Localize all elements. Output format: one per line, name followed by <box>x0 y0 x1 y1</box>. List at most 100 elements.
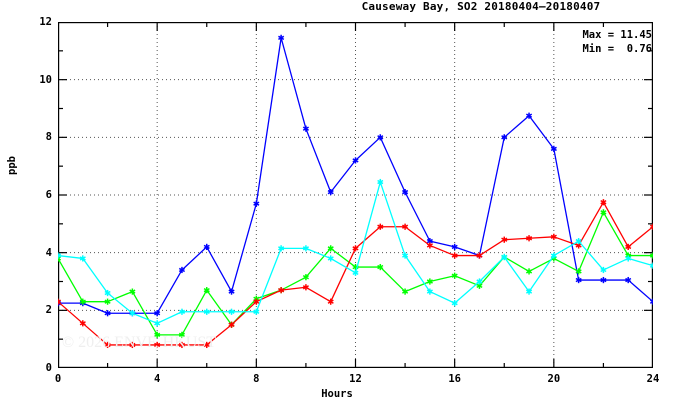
data-point-marker <box>525 268 533 275</box>
data-point-marker <box>79 320 86 327</box>
data-point-marker <box>352 157 359 164</box>
y-tick-label: 10 <box>39 73 52 86</box>
data-point-marker <box>203 243 210 250</box>
data-point-marker <box>575 268 582 275</box>
data-point-marker <box>278 287 285 294</box>
data-point-marker <box>426 288 433 295</box>
plot-area <box>58 22 653 368</box>
series-20180407 <box>58 178 653 327</box>
data-point-marker <box>501 236 508 243</box>
data-point-marker <box>575 276 582 284</box>
data-point-marker <box>550 145 557 152</box>
data-point-marker <box>525 288 533 295</box>
data-point-marker <box>327 189 334 196</box>
data-point-marker <box>178 341 186 349</box>
data-point-marker <box>402 252 409 259</box>
max-label: Max = 11.45 <box>582 29 652 41</box>
data-point-marker <box>476 252 483 259</box>
data-point-marker <box>575 238 582 245</box>
data-point-marker <box>278 245 285 252</box>
y-tick-label: 6 <box>45 189 52 201</box>
data-point-marker <box>104 341 111 349</box>
x-axis-tick-labels: 0 4 8 12 16 20 24 <box>54 373 659 389</box>
data-point-marker <box>451 243 458 250</box>
x-axis-label: Hours <box>321 388 353 400</box>
y-tick-label: 8 <box>45 131 52 144</box>
data-point-marker <box>327 298 334 305</box>
data-point-marker <box>451 252 458 259</box>
data-point-marker <box>154 341 161 349</box>
data-point-marker <box>649 298 653 305</box>
y-axis-label: ppb <box>6 156 18 175</box>
data-point-marker <box>377 134 384 141</box>
min-label: Min = 0.76 <box>582 43 652 55</box>
y-tick-label: 12 <box>39 16 52 28</box>
data-point-marker <box>228 288 235 295</box>
data-point-marker <box>129 288 136 295</box>
x-tick-label: 4 <box>153 373 161 385</box>
data-point-marker <box>228 308 235 315</box>
data-point-marker <box>402 189 409 196</box>
data-point-marker <box>649 262 653 269</box>
y-axis-tick-labels: 0 2 4 6 8 10 12 <box>0 16 52 374</box>
data-point-marker <box>129 310 136 317</box>
data-point-marker <box>525 235 533 242</box>
data-point-marker <box>525 112 533 119</box>
data-point-marker <box>154 320 161 327</box>
x-tick-label: 8 <box>253 373 260 385</box>
data-point-marker <box>228 321 235 328</box>
data-point-marker <box>253 298 260 305</box>
data-point-marker <box>79 298 86 305</box>
data-point-marker <box>352 245 359 252</box>
data-point-marker <box>625 255 632 262</box>
data-point-marker <box>178 331 186 338</box>
y-tick-label: 2 <box>45 304 52 317</box>
data-point-marker <box>550 233 557 240</box>
data-point-marker <box>550 252 557 259</box>
x-tick-label: 12 <box>349 373 362 385</box>
data-point-marker <box>377 223 384 230</box>
data-point-marker <box>649 252 653 259</box>
data-point-marker <box>58 298 62 305</box>
data-point-marker <box>501 134 508 141</box>
data-point-marker <box>253 200 260 207</box>
data-point-marker <box>203 341 210 349</box>
data-point-marker <box>426 242 433 249</box>
data-point-marker <box>600 199 607 206</box>
data-point-marker <box>129 341 136 349</box>
data-point-marker <box>203 308 210 315</box>
data-point-marker <box>178 308 186 315</box>
data-point-marker <box>600 209 607 216</box>
data-point-marker <box>302 274 309 281</box>
data-point-marker <box>377 178 384 186</box>
data-point-marker <box>377 263 384 271</box>
data-point-marker <box>426 278 433 285</box>
x-tick-label: 0 <box>54 373 62 385</box>
data-point-marker <box>203 287 210 294</box>
series-20180406 <box>58 199 653 349</box>
data-point-marker <box>178 266 186 274</box>
data-point-marker <box>104 298 111 305</box>
data-point-marker <box>451 272 458 279</box>
data-point-marker <box>302 245 309 252</box>
data-point-marker <box>302 125 309 132</box>
data-point-marker <box>352 269 359 276</box>
x-tick-label: 16 <box>448 373 461 385</box>
chart-title-container: Causeway Bay, SO2 20180404–20180407 <box>0 0 674 13</box>
data-point-marker <box>302 284 309 291</box>
data-point-marker <box>154 310 161 317</box>
data-point-marker <box>625 276 632 284</box>
minmax-annotation: Max = 11.45 Min = 0.76 <box>582 28 652 56</box>
data-point-marker <box>327 255 334 262</box>
data-point-marker <box>253 308 260 315</box>
data-point-marker <box>402 223 409 230</box>
data-point-marker <box>476 278 483 285</box>
y-tick-label: 0 <box>45 362 52 374</box>
y-tick-label: 4 <box>45 246 52 259</box>
chart-title: Causeway Bay, SO2 20180404–20180407 <box>361 0 601 13</box>
data-point-marker <box>402 288 409 295</box>
data-point-marker <box>278 34 285 41</box>
data-point-marker <box>327 245 334 252</box>
x-tick-label: 20 <box>547 373 561 385</box>
